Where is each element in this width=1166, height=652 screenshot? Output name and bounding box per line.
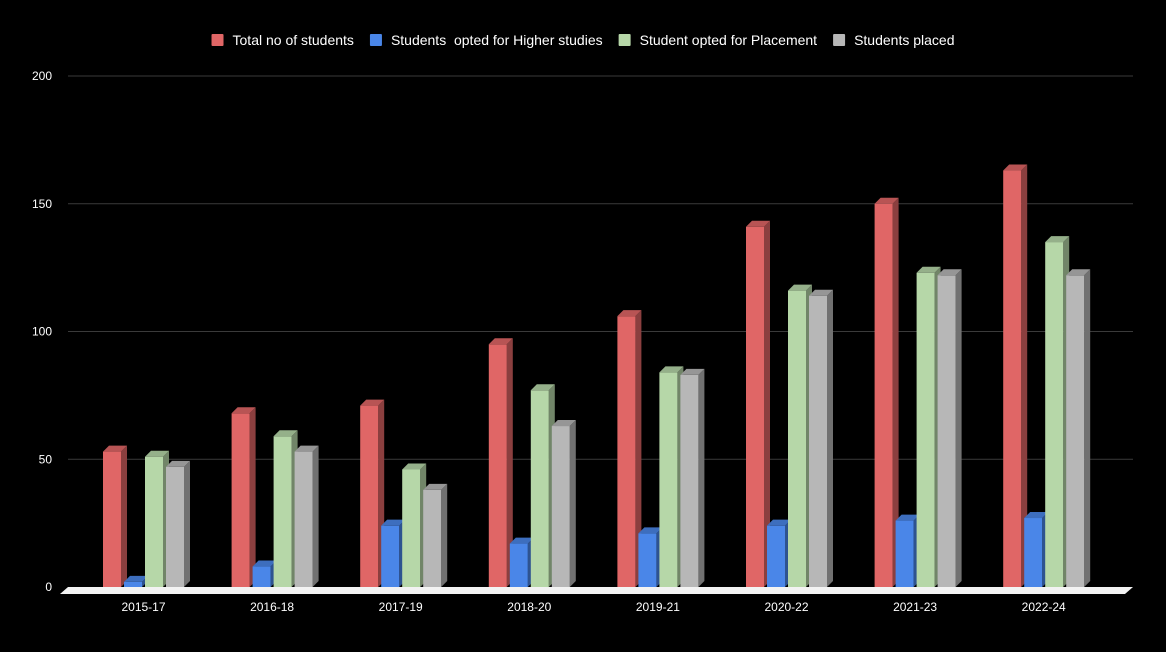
legend-swatch [618, 34, 631, 46]
bar [488, 338, 513, 587]
bar-group [1003, 164, 1091, 587]
bar [231, 407, 256, 587]
legend-item: Student opted for Placement [618, 32, 818, 48]
bar-group [746, 220, 833, 587]
bar [145, 450, 169, 587]
bar [103, 445, 127, 587]
bar [402, 463, 427, 587]
bar [294, 445, 319, 587]
chart-floor [60, 587, 1133, 594]
bar [809, 289, 833, 587]
bar [509, 537, 534, 587]
bar [124, 575, 148, 587]
bar [937, 269, 962, 587]
bar [166, 460, 190, 587]
bar [767, 519, 791, 587]
bar [659, 366, 684, 587]
legend-label: Student opted for Placement [640, 32, 818, 48]
y-tick-label: 200 [32, 69, 52, 83]
bar [916, 266, 941, 587]
y-tick-label: 50 [39, 452, 53, 466]
bar [530, 384, 555, 587]
legend: Total no of students Students opted for H… [211, 32, 954, 48]
y-tick-label: 100 [32, 325, 52, 339]
bar [638, 527, 663, 587]
bars [103, 164, 1091, 587]
bar [273, 430, 298, 587]
y-tick-label: 150 [32, 197, 52, 211]
bar [551, 420, 576, 587]
gridlines [68, 75, 1133, 460]
x-tick-label: 2017-19 [379, 600, 423, 614]
bar [680, 368, 705, 587]
bar [1024, 512, 1049, 587]
bar-group [874, 197, 962, 587]
x-tick-label: 2021-23 [893, 600, 937, 614]
bar [360, 399, 385, 587]
x-tick-label: 2016-18 [250, 600, 294, 614]
y-tick-label: 0 [45, 580, 52, 594]
x-tick-label: 2022-24 [1022, 600, 1066, 614]
x-tick-label: 2019-21 [636, 600, 680, 614]
x-tick-label: 2015-17 [121, 600, 165, 614]
legend-item: Total no of students [211, 32, 354, 48]
legend-item: Students placed [833, 32, 954, 48]
bar-group [488, 338, 576, 587]
legend-label: Students placed [854, 32, 954, 48]
bar-group [617, 310, 705, 587]
bar-group [360, 399, 448, 587]
x-axis-ticks: 2015-17 2016-18 2017-19 2018-20 2019-21 2020-… [121, 600, 1066, 614]
legend-swatch [369, 34, 382, 46]
bar [1003, 164, 1028, 587]
y-axis-ticks: 0 50 100 150 200 [32, 69, 52, 594]
legend-label: Students opted for Higher studies [391, 32, 603, 48]
legend-swatch [833, 34, 846, 46]
bar [1066, 269, 1091, 587]
bar [746, 220, 770, 587]
bar [617, 310, 642, 587]
bar [895, 514, 920, 587]
x-tick-label: 2018-20 [507, 600, 551, 614]
x-tick-label: 2020-22 [764, 600, 808, 614]
bar [252, 560, 277, 587]
floor-plane [60, 587, 1133, 594]
legend-label: Total no of students [233, 32, 354, 48]
legend-swatch [211, 34, 224, 46]
bar-group [231, 407, 319, 587]
bar [788, 284, 812, 587]
legend-item: Students opted for Higher studies [369, 32, 603, 48]
bar [381, 519, 406, 587]
bar-group [103, 445, 190, 587]
bar [1045, 236, 1070, 587]
bar [423, 483, 448, 587]
bar [874, 197, 899, 587]
